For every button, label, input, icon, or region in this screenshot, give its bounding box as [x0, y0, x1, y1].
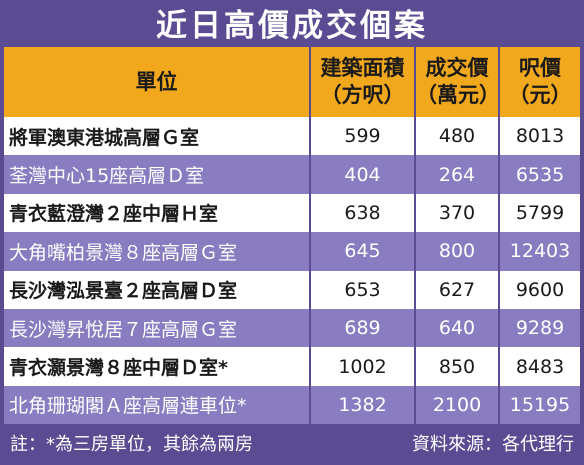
table-row: 大角嘴柏景灣８座高層Ｇ室 645 800 12403: [4, 232, 580, 271]
cell-unit: 長沙灣泓景臺２座高層Ｄ室: [9, 280, 238, 303]
page-title: 近日高價成交個案: [156, 7, 428, 44]
cell-psf: 9289: [498, 308, 580, 348]
cell-price: 850: [414, 347, 498, 386]
cell-unit: 大角嘴柏景灣８座高層Ｇ室: [9, 241, 238, 264]
header-psf: 呎價 （元）: [498, 47, 580, 117]
cell-price: 480: [414, 117, 498, 156]
header-psf-line2: （元）: [508, 83, 572, 107]
table-body: 將軍澳東港城高層Ｇ室 599 480 8013 荃灣中心15座高層Ｄ室 404 …: [4, 117, 580, 425]
cell-price: 627: [414, 270, 498, 309]
header-price: 成交價 （萬元）: [414, 47, 500, 117]
header-unit: 單位: [4, 47, 309, 117]
cell-unit: 荃灣中心15座高層Ｄ室: [9, 165, 205, 188]
cell-price: 2100: [414, 385, 498, 425]
header-area-line1: 建築面積: [320, 56, 405, 80]
cell-psf: 8483: [498, 347, 580, 386]
header-unit-label: 單位: [135, 69, 178, 94]
table-row: 青衣灝景灣８座中層Ｄ室* 1002 850 8483: [4, 347, 580, 386]
header-area-line2: （方呎）: [320, 83, 405, 107]
cell-area: 689: [309, 308, 414, 348]
cell-area: 1382: [309, 385, 414, 425]
cell-price: 264: [414, 155, 498, 194]
table-row: 長沙灣泓景臺２座高層Ｄ室 653 627 9600: [4, 270, 580, 309]
table-header: 單位 建築面積 （方呎） 成交價 （萬元） 呎價 （元）: [4, 47, 580, 117]
header-area: 建築面積 （方呎）: [309, 47, 414, 117]
cell-area: 638: [309, 193, 414, 233]
cell-psf: 9600: [498, 270, 580, 309]
cell-area: 653: [309, 270, 414, 309]
cell-psf: 8013: [498, 117, 580, 156]
cell-area: 645: [309, 232, 414, 271]
footer: 註：*為三房單位，其餘為兩房 資料來源：各代理行: [4, 425, 580, 461]
cell-price: 800: [414, 232, 498, 271]
footnote: 註：*為三房單位，其餘為兩房: [10, 434, 253, 455]
cell-area: 599: [309, 117, 414, 156]
cell-psf: 6535: [498, 155, 580, 194]
cell-psf: 15195: [498, 385, 580, 425]
cell-psf: 12403: [498, 232, 580, 271]
cell-psf: 5799: [498, 193, 580, 233]
cell-area: 404: [309, 155, 414, 194]
table-row: 荃灣中心15座高層Ｄ室 404 264 6535: [4, 155, 580, 194]
table-row: 北角珊瑚閣Ａ座高層連車位* 1382 2100 15195: [4, 385, 580, 425]
table-row: 青衣藍澄灣２座中層Ｈ室 638 370 5799: [4, 193, 580, 233]
header-price-line1: 成交價: [425, 56, 489, 80]
header-psf-line1: 呎價: [519, 56, 561, 80]
cell-area: 1002: [309, 347, 414, 386]
table-row: 長沙灣昇悅居７座高層Ｇ室 689 640 9289: [4, 308, 580, 348]
cell-unit: 長沙灣昇悅居７座高層Ｇ室: [9, 318, 238, 341]
cell-unit: 青衣藍澄灣２座中層Ｈ室: [9, 203, 219, 226]
table-row: 將軍澳東港城高層Ｇ室 599 480 8013: [4, 117, 580, 156]
cell-unit: 將軍澳東港城高層Ｇ室: [9, 126, 200, 149]
cell-unit: 北角珊瑚閣Ａ座高層連車位*: [9, 395, 247, 418]
cell-price: 640: [414, 308, 498, 348]
cell-unit: 青衣灝景灣８座中層Ｄ室*: [9, 357, 228, 380]
source-note: 資料來源：各代理行: [412, 434, 574, 455]
header-price-line2: （萬元）: [416, 83, 500, 107]
cell-price: 370: [414, 193, 498, 233]
